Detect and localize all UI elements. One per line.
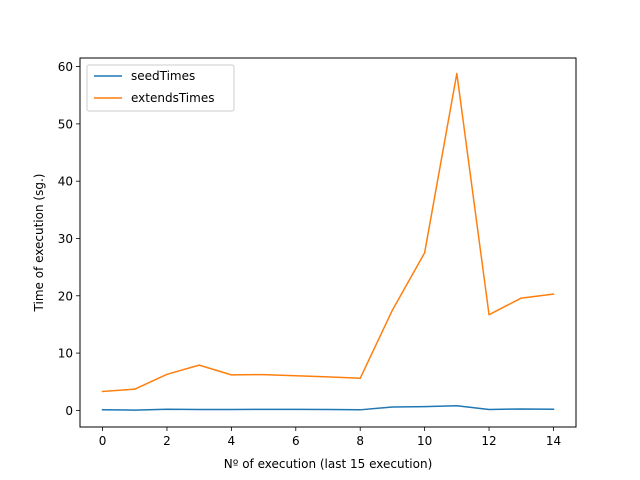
y-tick-label: 30 bbox=[58, 232, 73, 246]
x-tick-label: 6 bbox=[292, 434, 300, 448]
series-line-seedtimes bbox=[101, 405, 555, 411]
series-layer bbox=[101, 72, 555, 411]
legend-label-seedtimes: seedTimes bbox=[131, 69, 195, 83]
x-tick-label: 2 bbox=[163, 434, 171, 448]
y-axis-title: Time of execution (sg.) bbox=[32, 174, 46, 313]
x-tick-label: 0 bbox=[99, 434, 107, 448]
legend-box bbox=[86, 64, 235, 112]
x-axis-title: Nº of execution (last 15 execution) bbox=[224, 457, 433, 471]
x-tick-label: 14 bbox=[546, 434, 561, 448]
y-tick-label: 60 bbox=[58, 60, 73, 74]
x-tick-label: 10 bbox=[417, 434, 432, 448]
y-tick-label: 40 bbox=[58, 175, 73, 189]
y-tick-label: 0 bbox=[65, 404, 73, 418]
x-tick-label: 4 bbox=[228, 434, 236, 448]
plot-area-frame bbox=[79, 57, 577, 428]
x-axis-ticks: 0 2 4 6 8 10 12 14 bbox=[99, 427, 561, 448]
x-tick-label: 12 bbox=[481, 434, 496, 448]
legend: seedTimes extendsTimes bbox=[86, 64, 235, 112]
y-tick-label: 10 bbox=[58, 347, 73, 361]
y-tick-label: 50 bbox=[58, 117, 73, 131]
legend-label-extendstimes: extendsTimes bbox=[131, 91, 214, 105]
y-tick-label: 20 bbox=[58, 289, 73, 303]
series-line-extendstimes bbox=[101, 72, 555, 393]
x-tick-label: 8 bbox=[356, 434, 364, 448]
y-axis-ticks: 0 10 20 30 40 50 60 bbox=[58, 60, 80, 418]
